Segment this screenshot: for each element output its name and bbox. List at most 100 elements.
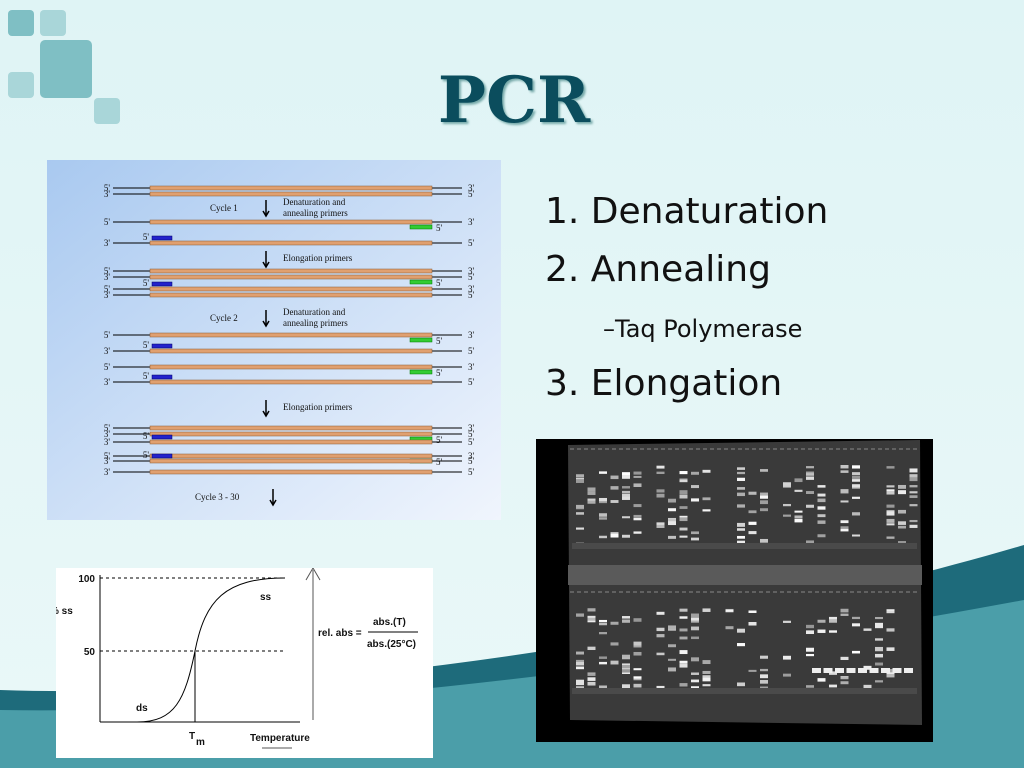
band (886, 510, 895, 513)
band (679, 506, 688, 509)
band (886, 504, 895, 508)
band (576, 512, 584, 515)
band (587, 487, 596, 492)
band (806, 540, 814, 544)
band (748, 510, 757, 514)
band (886, 671, 895, 674)
band (886, 489, 895, 493)
band (869, 668, 879, 673)
strand (149, 348, 433, 354)
band (668, 667, 676, 672)
end-label: 3' (468, 183, 475, 193)
arrow-head (262, 320, 270, 328)
end-label: 5' (468, 189, 475, 199)
band (909, 468, 918, 473)
arrow-head (262, 261, 270, 269)
band (702, 497, 711, 501)
end-label: 5' (468, 346, 475, 356)
band (599, 685, 607, 689)
band (794, 518, 803, 523)
band (909, 504, 918, 507)
band (587, 646, 596, 651)
band (875, 653, 883, 658)
band (599, 513, 607, 517)
band (679, 535, 688, 538)
primer (151, 453, 173, 459)
band (794, 489, 803, 492)
band (633, 668, 642, 671)
dye-front (572, 688, 917, 694)
band (633, 676, 642, 679)
band (599, 517, 607, 520)
strand (149, 268, 433, 274)
sub-point: –Taq Polymerase (603, 315, 802, 343)
band (656, 522, 665, 525)
band (892, 668, 902, 673)
band (587, 500, 596, 504)
end-label: 5' (104, 451, 111, 461)
band (691, 613, 699, 618)
band (691, 485, 699, 489)
band (679, 663, 688, 668)
band (576, 613, 584, 617)
band (587, 617, 596, 621)
strand (149, 379, 433, 385)
band (886, 466, 895, 469)
band (806, 685, 814, 688)
band (852, 484, 860, 488)
end-label: 5' (468, 238, 475, 248)
band (576, 504, 584, 509)
band (679, 660, 688, 663)
end-label: 3' (468, 266, 475, 276)
action-label: Denaturation and (283, 307, 346, 317)
y-label: 50 (84, 647, 96, 658)
band (725, 626, 734, 630)
band (898, 525, 906, 529)
band (863, 665, 872, 670)
band (886, 536, 895, 539)
band (691, 626, 699, 631)
band (737, 471, 745, 475)
band (909, 485, 918, 488)
band (633, 531, 642, 534)
band (576, 679, 584, 684)
band (691, 617, 699, 621)
strand (149, 185, 433, 191)
band (610, 533, 619, 538)
band (691, 679, 699, 683)
band (783, 655, 791, 660)
band (794, 510, 803, 513)
strand (149, 431, 433, 437)
band (852, 512, 860, 516)
end-label: 3' (104, 437, 111, 447)
band (806, 491, 814, 494)
curve (136, 577, 286, 723)
numerator: abs.(T) (373, 617, 406, 628)
band (599, 501, 607, 504)
strand (149, 469, 433, 475)
band (806, 473, 814, 476)
end-label: 5' (143, 431, 150, 441)
band (622, 664, 630, 669)
band (576, 527, 584, 530)
band (904, 668, 913, 673)
band (875, 680, 883, 683)
band (909, 495, 918, 498)
band (840, 677, 849, 680)
band (691, 498, 699, 502)
band (633, 651, 642, 656)
band (817, 514, 826, 518)
strand (149, 274, 433, 280)
arrow-head (262, 410, 270, 418)
band (760, 668, 768, 672)
band (656, 493, 665, 498)
strand (149, 364, 433, 370)
end-label: 3' (468, 217, 475, 227)
band (633, 514, 642, 518)
band (587, 615, 596, 619)
band (829, 671, 837, 675)
band (679, 636, 688, 640)
strand (149, 191, 433, 197)
strand (149, 453, 433, 459)
end-label: 5' (104, 330, 111, 340)
